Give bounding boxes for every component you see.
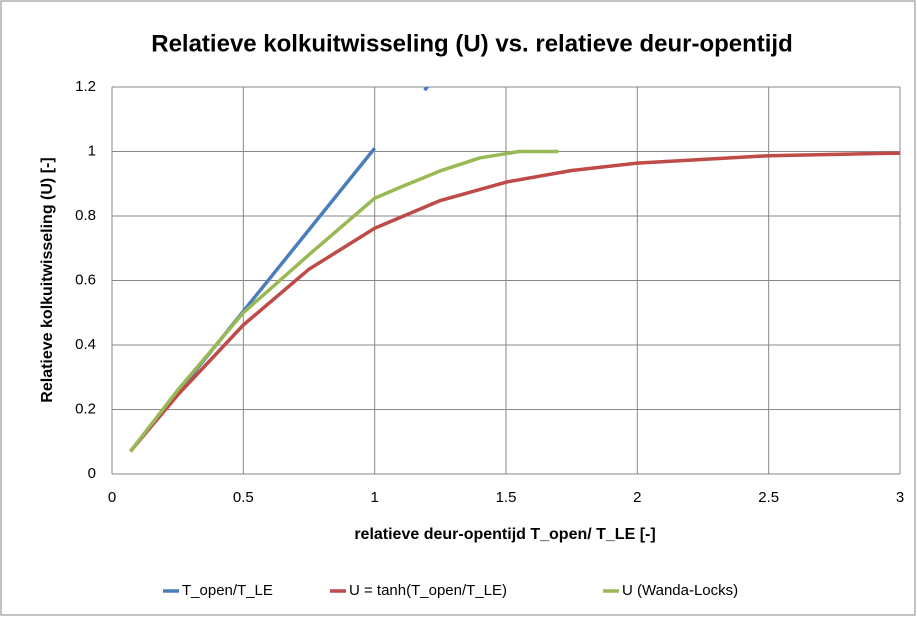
- x-tick-label: 1.5: [496, 489, 517, 506]
- legend-label: U = tanh(T_open/T_LE): [349, 582, 507, 599]
- series-line: [129, 151, 901, 453]
- x-tick-label: 0.5: [233, 489, 254, 506]
- y-tick-label: 0.2: [75, 400, 96, 417]
- x-tick-label: 0: [108, 489, 116, 506]
- legend-label: T_open/T_LE: [182, 582, 273, 599]
- y-tick-label: 1: [88, 142, 96, 159]
- x-tick-label: 1: [370, 489, 378, 506]
- y-axis-label: Relatieve kolkuitwisseling (U) [-]: [39, 157, 56, 402]
- x-tick-label: 2.5: [758, 489, 779, 506]
- y-tick-label: 1.2: [75, 78, 96, 95]
- y-tick-label: 0.8: [75, 207, 96, 224]
- x-tick-label: 3: [896, 489, 904, 506]
- series-line: [129, 149, 559, 453]
- legend-label: U (Wanda-Locks): [622, 582, 738, 599]
- x-axis-label: relatieve deur-opentijd T_open/ T_LE [-]: [354, 526, 655, 543]
- x-tick-label: 2: [633, 489, 641, 506]
- chart-title: Relatieve kolkuitwisseling (U) vs. relat…: [151, 30, 793, 57]
- y-tick-label: 0: [88, 465, 96, 482]
- y-tick-label: 0.4: [75, 336, 96, 353]
- y-tick-label: 0.6: [75, 271, 96, 288]
- plot: [129, 87, 901, 453]
